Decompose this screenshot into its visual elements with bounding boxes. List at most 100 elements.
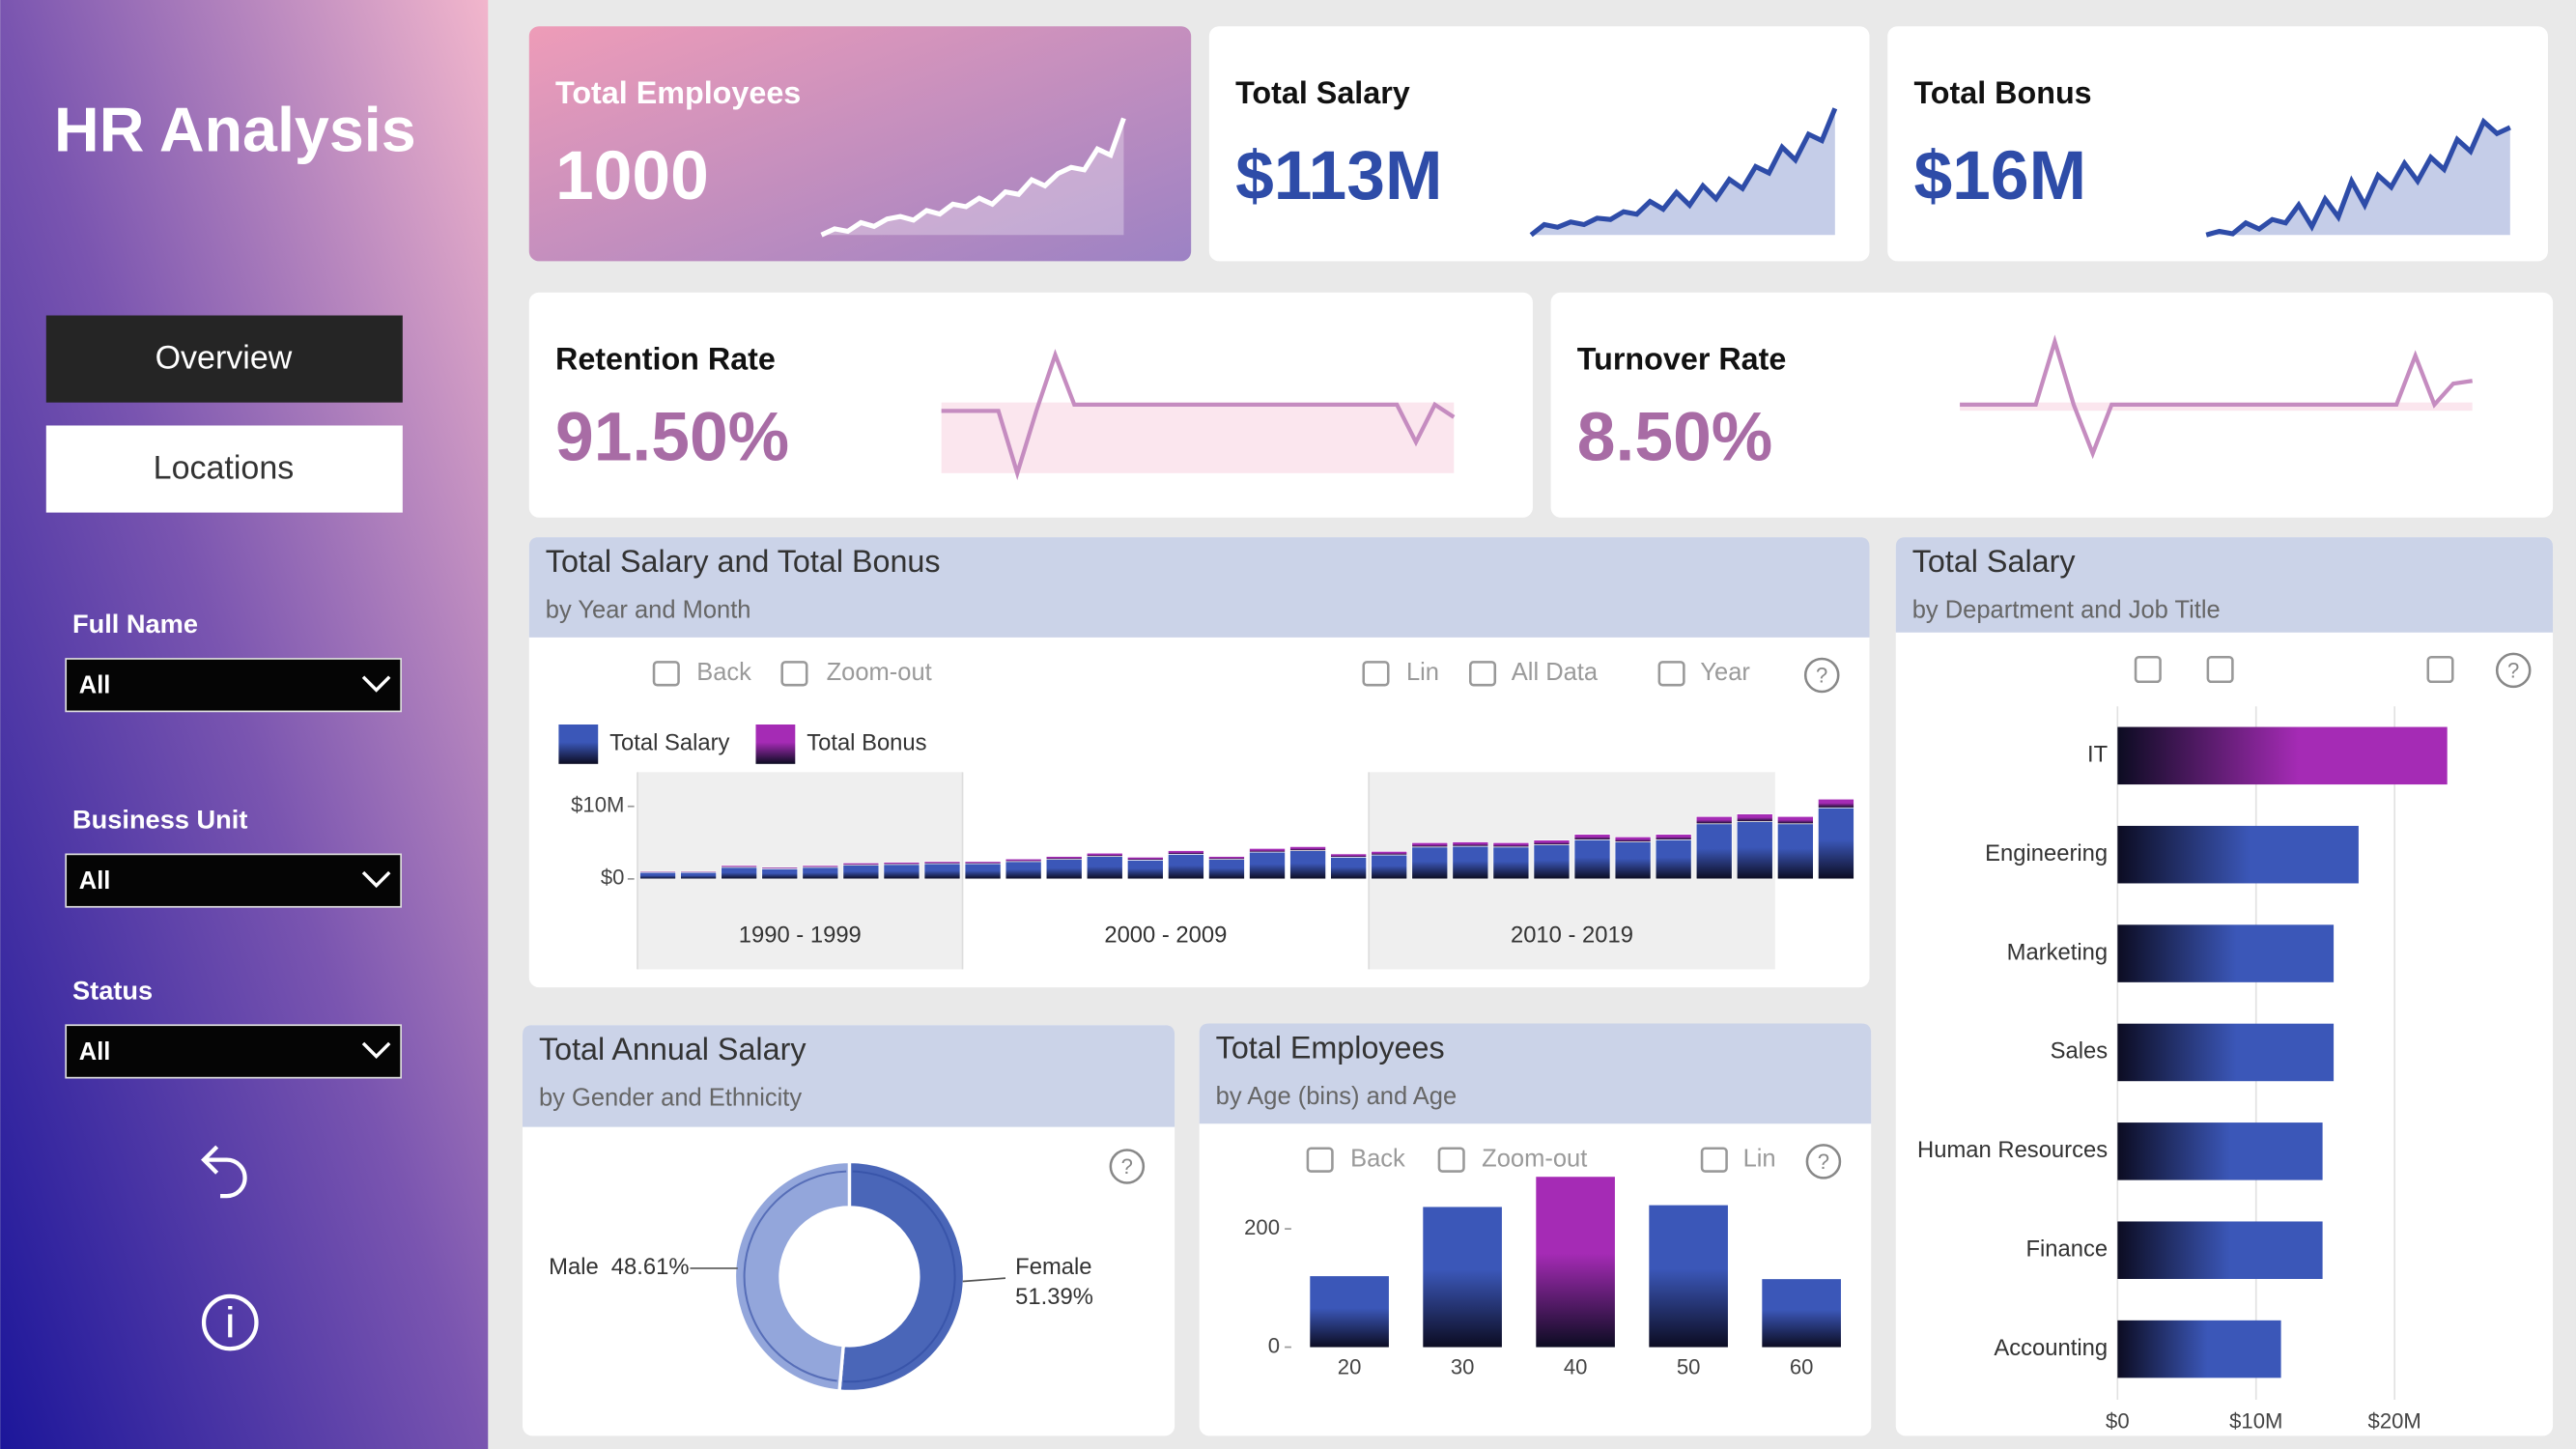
bar xyxy=(2117,924,2335,982)
filter-dropdown[interactable]: All xyxy=(65,658,402,713)
legend-label: Total Bonus xyxy=(807,730,926,756)
toolbar-icon xyxy=(2206,655,2234,684)
dropdown-value: All xyxy=(79,1038,111,1065)
x-tick-label: 30 xyxy=(1451,1355,1475,1379)
kpi-label: Total Salary xyxy=(1235,75,1410,110)
sparkline-area xyxy=(821,118,1124,236)
toolbar-button[interactable]: Lin xyxy=(1362,659,1439,687)
toolbar-button[interactable]: Back xyxy=(1306,1145,1405,1173)
help-glyph: ? xyxy=(1816,664,1827,688)
leader-line xyxy=(962,1277,1006,1283)
dropdown-value: All xyxy=(79,867,111,895)
toolbar-button[interactable] xyxy=(2134,655,2162,684)
bar-segment xyxy=(1695,815,1733,825)
toolbar-button[interactable]: Lin xyxy=(1700,1145,1776,1173)
bar-segment xyxy=(1492,846,1530,880)
bar-segment xyxy=(1330,853,1367,858)
nav-button[interactable]: Overview xyxy=(45,315,403,403)
panel-header xyxy=(1199,1023,1872,1124)
help-circle xyxy=(2495,652,2532,689)
toolbar-icon xyxy=(1437,1147,1465,1173)
nav-button[interactable]: Locations xyxy=(45,425,403,513)
legend-label: Total Salary xyxy=(609,730,729,756)
sparkline-band xyxy=(941,402,1455,473)
bar-segment xyxy=(1533,844,1571,880)
y-tick-label: $0 xyxy=(601,866,625,890)
toolbar-icon xyxy=(780,661,808,687)
sidebar xyxy=(0,0,489,1449)
kpi-value: $16M xyxy=(1913,137,2086,214)
help-glyph: ? xyxy=(2507,658,2519,682)
toolbar-button[interactable]: Zoom-out xyxy=(780,659,932,687)
dropdown-chevron xyxy=(361,675,391,693)
bar-segment xyxy=(1086,856,1123,880)
help-button[interactable]: ? xyxy=(1803,657,1840,694)
toolbar-button[interactable] xyxy=(2426,655,2454,684)
x-tick-label: $0 xyxy=(2106,1409,2130,1434)
toolbar-icon xyxy=(1468,661,1497,687)
dropdown-box xyxy=(65,658,402,713)
x-tick-label: 60 xyxy=(1790,1355,1814,1379)
legend-swatch xyxy=(755,724,796,764)
toolbar-label: Back xyxy=(1350,1145,1405,1172)
category-label: Finance xyxy=(2025,1236,2108,1262)
help-button[interactable]: ? xyxy=(1805,1144,1842,1179)
bar-segment xyxy=(802,865,839,868)
toolbar-label: Zoom-out xyxy=(827,659,932,686)
kpi-value: 91.50% xyxy=(555,398,789,475)
slice-name: Female xyxy=(1015,1254,1091,1280)
bar-segment xyxy=(1045,856,1083,860)
bar-segment xyxy=(1126,859,1164,880)
reset-icon[interactable] xyxy=(201,1145,247,1199)
panel xyxy=(522,1025,1175,1436)
toolbar-button[interactable] xyxy=(2206,655,2234,684)
donut-segment xyxy=(732,1159,852,1393)
bar-segment xyxy=(1614,841,1652,880)
bar-segment xyxy=(1695,823,1733,880)
help-button[interactable]: ? xyxy=(2495,652,2532,689)
category-label: Sales xyxy=(2051,1038,2109,1065)
filter-dropdown[interactable]: All xyxy=(65,1024,402,1079)
x-tick-label: $10M xyxy=(2229,1409,2282,1434)
kpi-value: 8.50% xyxy=(1577,398,1772,475)
bar-segment xyxy=(1045,859,1083,880)
info-icon[interactable] xyxy=(201,1293,259,1351)
bar-segment xyxy=(1818,798,1854,809)
nav-button-label: Locations xyxy=(154,449,295,486)
bar-segment xyxy=(1452,845,1489,880)
bar-segment xyxy=(1168,850,1204,855)
bar-segment xyxy=(1736,813,1773,822)
bar-segment xyxy=(1005,861,1042,880)
bar-segment xyxy=(1573,838,1611,880)
kpi-value: 1000 xyxy=(555,137,709,214)
panel-title: Total Employees xyxy=(1216,1030,1445,1065)
x-tick-label: $20M xyxy=(2368,1409,2421,1434)
bar xyxy=(2117,1221,2323,1279)
dropdown-value: All xyxy=(79,672,111,699)
filter-dropdown[interactable]: All xyxy=(65,853,402,908)
category-label: Engineering xyxy=(1985,840,2108,867)
info-circle xyxy=(201,1293,259,1351)
bar-segment xyxy=(1492,841,1530,848)
toolbar-button[interactable]: Year xyxy=(1657,659,1751,687)
bar xyxy=(2117,1320,2281,1378)
slice-value: 51.39% xyxy=(1015,1284,1093,1310)
bar-segment xyxy=(923,863,961,880)
category-label: Human Resources xyxy=(1917,1137,2108,1163)
y-tick-label: $10M xyxy=(571,793,624,817)
toolbar-button[interactable]: All Data xyxy=(1468,659,1599,687)
help-button[interactable]: ? xyxy=(1109,1149,1146,1184)
bar-segment xyxy=(1330,856,1367,880)
category-label: Accounting xyxy=(1994,1335,2108,1361)
toolbar-button[interactable]: Zoom-out xyxy=(1437,1145,1587,1173)
donut-ring-accent xyxy=(743,1170,847,1382)
bar xyxy=(2117,825,2359,884)
kpi-label: Total Bonus xyxy=(1913,75,2091,110)
toolbar-icon xyxy=(1700,1147,1728,1173)
sparkline-area xyxy=(2206,121,2510,236)
toolbar-icon xyxy=(1362,661,1390,687)
toolbar-button[interactable]: Back xyxy=(652,659,751,687)
x-tick-label: 20 xyxy=(1338,1355,1362,1379)
bar-segment xyxy=(802,867,839,880)
toolbar-icon xyxy=(1306,1147,1334,1173)
